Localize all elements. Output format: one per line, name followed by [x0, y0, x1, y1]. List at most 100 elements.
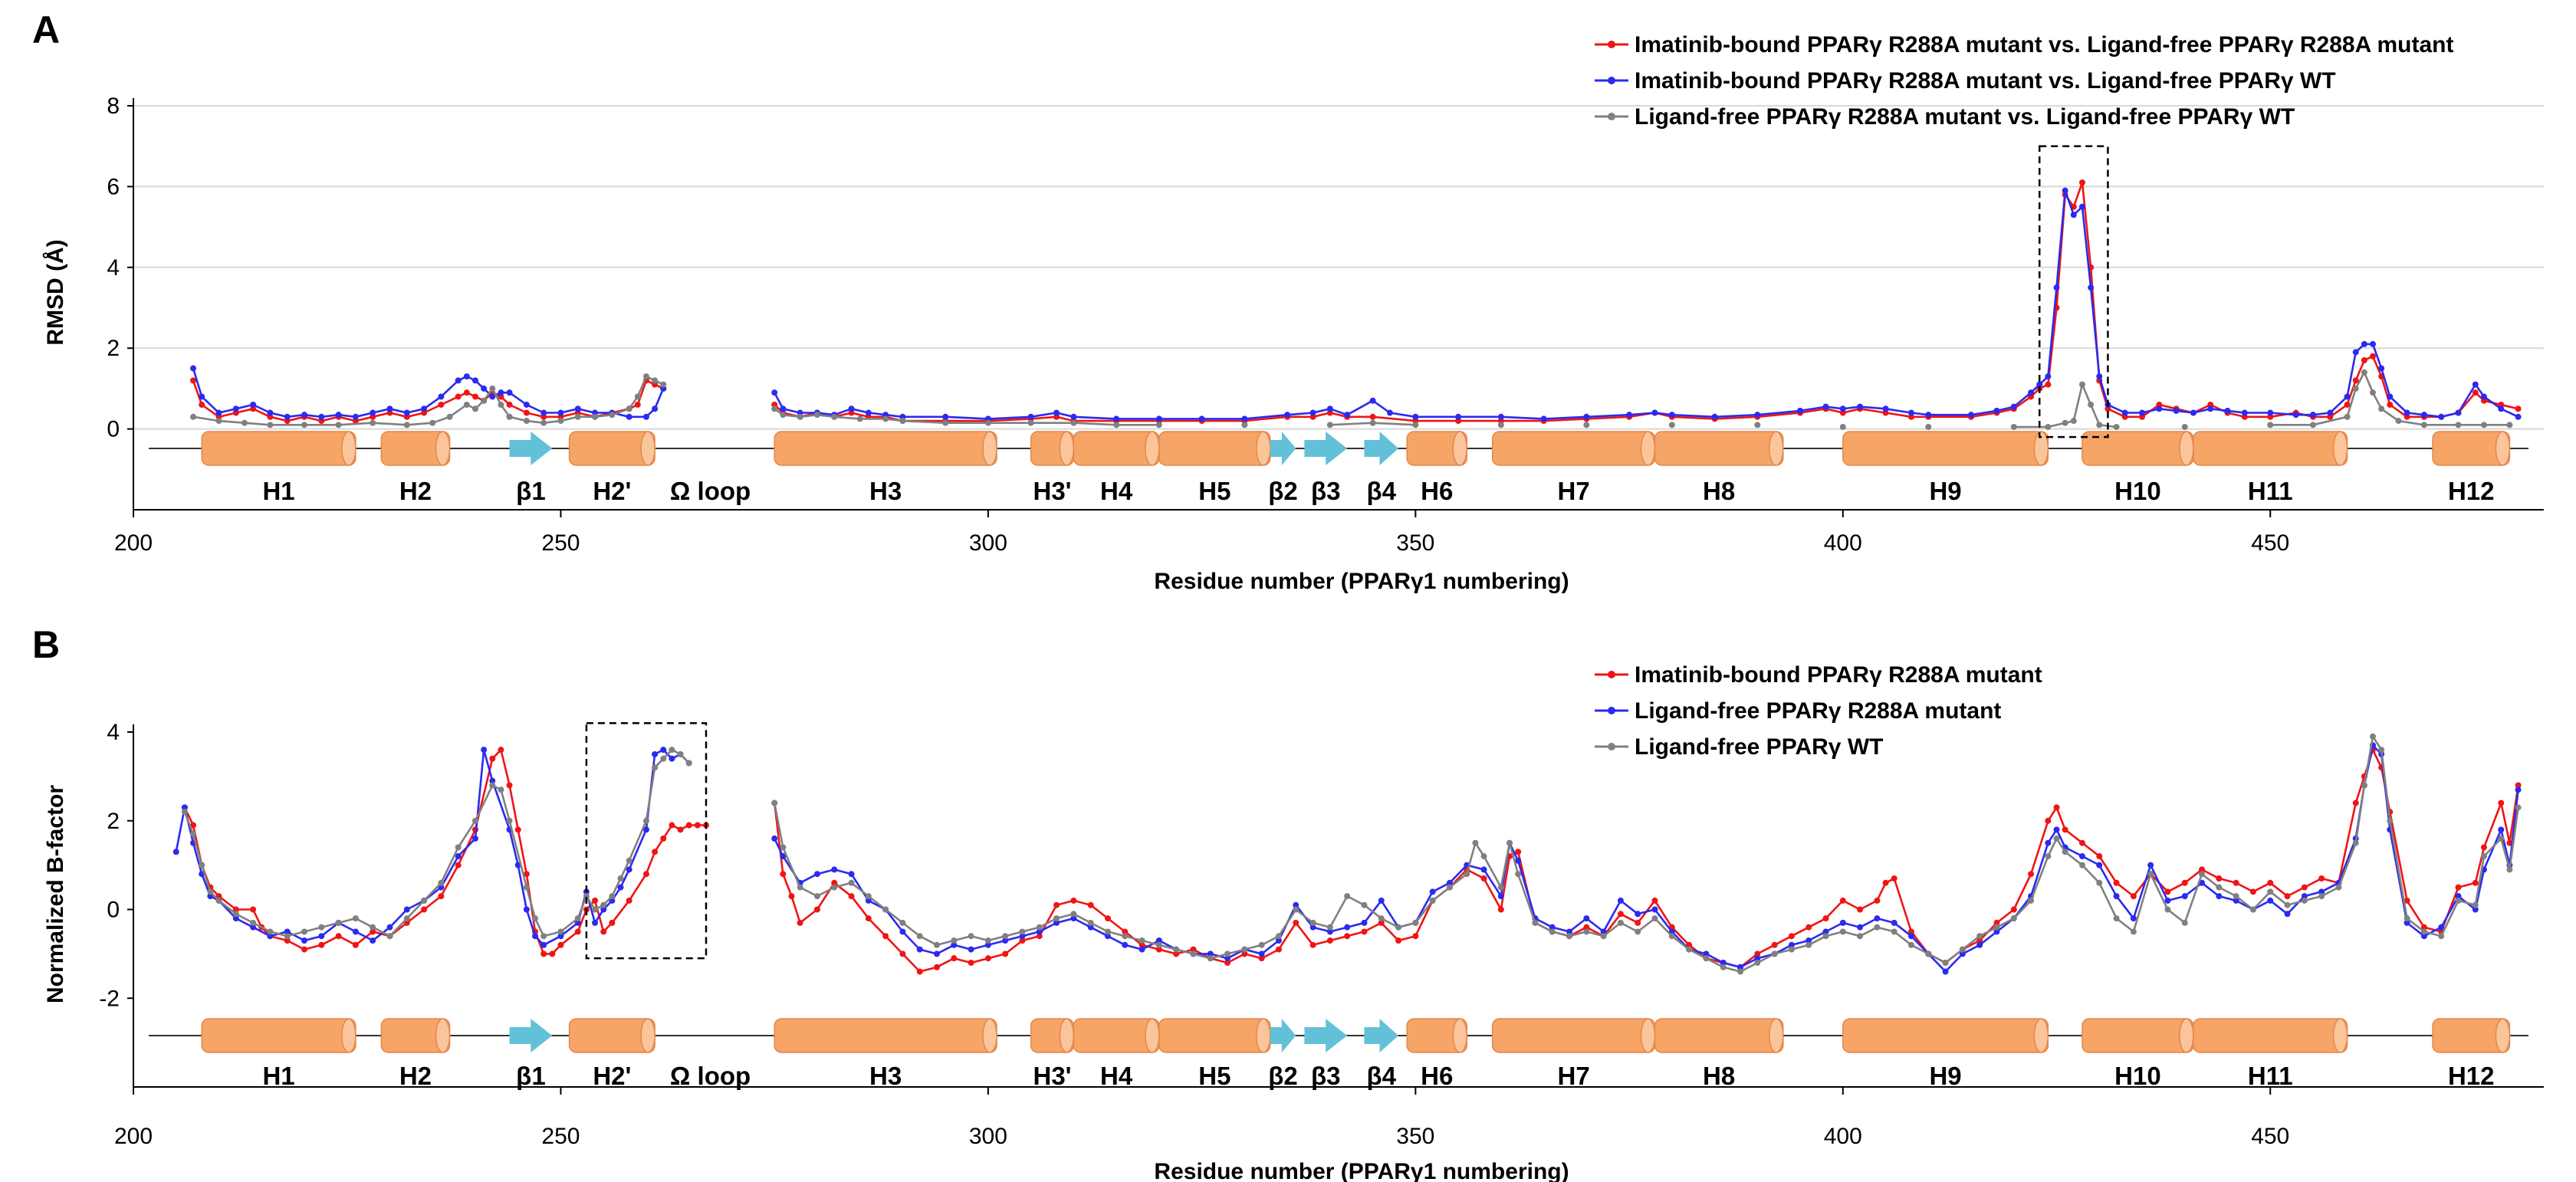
data-point [1635, 919, 1641, 926]
series-line [773, 735, 2519, 973]
data-point [498, 401, 504, 408]
data-point [1293, 919, 1300, 926]
x-tick-label: 300 [969, 530, 1007, 556]
data-point [780, 844, 787, 851]
data-point [1925, 423, 1932, 430]
data-point [865, 409, 872, 416]
strand-β1 [509, 432, 553, 465]
data-point [652, 750, 659, 757]
strand-β1 [509, 1019, 553, 1052]
data-point [1754, 412, 1761, 419]
data-point [472, 405, 478, 412]
data-point [215, 897, 222, 904]
data-point [1002, 937, 1009, 944]
data-point [685, 760, 692, 767]
strand-β3 [1304, 1019, 1348, 1052]
data-point [2370, 733, 2377, 740]
data-point [634, 393, 641, 400]
data-point [1122, 933, 1129, 940]
data-point [1788, 946, 1795, 953]
panel-a-letter: A [32, 8, 60, 51]
data-point [1173, 951, 1180, 957]
helix-h3p [1030, 1018, 1075, 1053]
helix-h2 [380, 1018, 451, 1053]
data-point [498, 747, 504, 754]
data-point [523, 906, 530, 913]
data-point [250, 401, 257, 408]
data-point [190, 413, 197, 420]
data-point [2352, 839, 2359, 846]
data-point [370, 419, 376, 426]
data-point [421, 405, 428, 412]
data-point [549, 951, 556, 957]
data-point [557, 418, 564, 425]
helix-cap [982, 431, 997, 466]
data-point [2053, 804, 2060, 811]
data-point [1224, 951, 1231, 957]
data-point [2181, 893, 2188, 900]
data-point [215, 409, 222, 416]
helix-h2p [568, 1018, 656, 1053]
data-point [1087, 901, 1094, 908]
data-point [2498, 405, 2505, 412]
data-point [652, 764, 659, 771]
data-point [592, 413, 599, 420]
helix-cap [982, 1018, 997, 1053]
data-point [1344, 412, 1351, 419]
data-point [1839, 405, 1846, 412]
data-point [1002, 951, 1009, 957]
data-point [592, 897, 599, 904]
data-point [1822, 915, 1829, 922]
helix-body [1158, 1018, 1271, 1053]
structure-label: β3 [1311, 1062, 1341, 1090]
data-point [652, 377, 659, 384]
data-point [1036, 933, 1043, 940]
data-point [1104, 928, 1111, 935]
structure-label: H10 [2114, 477, 2161, 505]
helix-h3p [1030, 431, 1075, 466]
data-point [797, 919, 803, 926]
data-point [865, 915, 872, 922]
data-point [797, 884, 803, 891]
structure-label: H10 [2114, 1062, 2161, 1090]
data-point [438, 893, 445, 900]
data-point [2395, 418, 2402, 425]
data-point [190, 365, 197, 372]
data-point [600, 901, 607, 908]
structure-label: β1 [516, 1062, 546, 1090]
x-axis-label: Residue number (PPARγ1 numbering) [1154, 569, 1569, 594]
series-line [175, 748, 690, 947]
data-point [1369, 419, 1376, 426]
data-point [1378, 897, 1385, 904]
data-point [2078, 853, 2085, 860]
data-point [1275, 946, 1282, 953]
structure-label: H7 [1558, 1062, 1590, 1090]
data-point [2028, 871, 2035, 878]
helix-body [1654, 431, 1784, 466]
data-point [771, 799, 778, 806]
data-point [2387, 817, 2394, 824]
data-point [2199, 871, 2206, 878]
data-point [1822, 403, 1829, 410]
data-point [642, 871, 649, 878]
data-point [489, 782, 496, 789]
data-point [1907, 933, 1914, 940]
data-point [1822, 933, 1829, 940]
data-point [352, 915, 359, 922]
data-point [2113, 893, 2120, 900]
data-point [1275, 933, 1282, 940]
data-point [1686, 946, 1693, 953]
series-line [773, 748, 2519, 973]
data-point [2241, 409, 2248, 416]
helix-body [2193, 431, 2348, 466]
data-point [1651, 915, 1658, 922]
data-point [1241, 415, 1248, 422]
data-point [215, 418, 222, 425]
data-point [2327, 409, 2334, 416]
data-point [301, 412, 307, 419]
structure-label: β1 [516, 477, 546, 505]
data-point [1993, 928, 2000, 935]
data-point [951, 941, 958, 948]
data-point [2010, 906, 2017, 913]
data-point [1754, 959, 1761, 966]
